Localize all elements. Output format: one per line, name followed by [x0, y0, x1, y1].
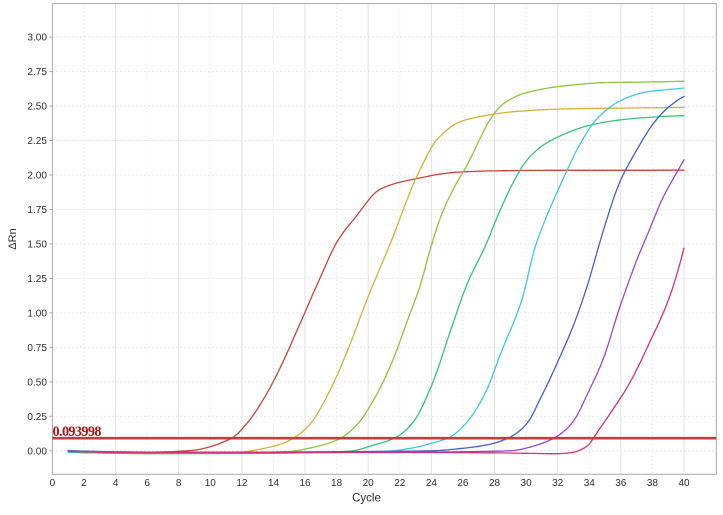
svg-text:14: 14: [268, 478, 280, 489]
svg-text:32: 32: [552, 478, 564, 489]
svg-text:2.25: 2.25: [27, 136, 47, 147]
svg-text:38: 38: [647, 478, 659, 489]
svg-text:1.50: 1.50: [27, 239, 47, 250]
svg-text:26: 26: [457, 478, 469, 489]
svg-text:3.00: 3.00: [27, 33, 47, 44]
svg-text:1.75: 1.75: [27, 205, 47, 216]
svg-text:30: 30: [521, 478, 533, 489]
svg-text:22: 22: [394, 478, 406, 489]
svg-text:0.25: 0.25: [27, 412, 47, 423]
svg-text:Cycle: Cycle: [352, 493, 381, 505]
svg-text:4: 4: [113, 478, 119, 489]
svg-text:0.75: 0.75: [27, 343, 47, 354]
svg-text:34: 34: [584, 478, 596, 489]
svg-text:6: 6: [144, 478, 150, 489]
svg-text:0.00: 0.00: [27, 446, 47, 457]
svg-text:2.00: 2.00: [27, 171, 47, 182]
svg-text:2.75: 2.75: [27, 67, 47, 78]
svg-text:10: 10: [205, 478, 217, 489]
svg-text:8: 8: [176, 478, 182, 489]
svg-text:20: 20: [363, 478, 375, 489]
svg-text:1.25: 1.25: [27, 274, 47, 285]
svg-text:24: 24: [426, 478, 438, 489]
svg-text:28: 28: [489, 478, 501, 489]
svg-text:1.00: 1.00: [27, 308, 47, 319]
svg-text:0: 0: [50, 478, 56, 489]
svg-text:12: 12: [236, 478, 248, 489]
svg-text:0.093998: 0.093998: [53, 424, 102, 440]
svg-text:18: 18: [331, 478, 343, 489]
svg-text:36: 36: [615, 478, 627, 489]
svg-text:ΔRn: ΔRn: [7, 228, 19, 249]
svg-text:16: 16: [299, 478, 311, 489]
svg-text:2.50: 2.50: [27, 102, 47, 113]
svg-text:40: 40: [678, 478, 690, 489]
svg-text:2: 2: [81, 478, 87, 489]
svg-text:0.50: 0.50: [27, 377, 47, 388]
